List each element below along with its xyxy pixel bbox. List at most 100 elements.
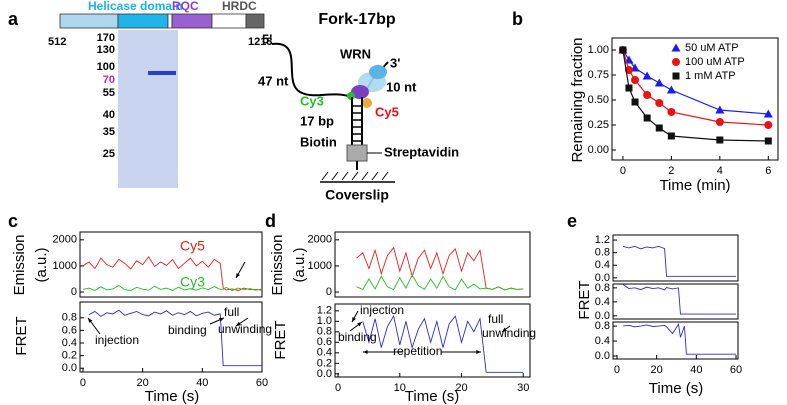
- y-axis-label: Emission: [269, 235, 286, 296]
- marker: [643, 91, 652, 99]
- plot-frame: [334, 303, 531, 378]
- marker: [715, 118, 724, 126]
- annotation: binding: [338, 330, 377, 344]
- y-axis-unit: (a.u.): [291, 247, 308, 282]
- x-tick-label: 20: [137, 377, 149, 389]
- panel-letter: b: [512, 9, 523, 29]
- marker: [654, 78, 664, 87]
- y-tick-label: 1.2: [595, 234, 610, 246]
- y-tick-label: 0.2: [317, 357, 332, 369]
- marker: [667, 132, 675, 140]
- y-tick-label: 1.0: [317, 315, 332, 327]
- annotation: repetition: [393, 344, 442, 358]
- diagram-label: 10 nt: [386, 79, 417, 94]
- y-tick-label: 0.4: [62, 337, 77, 349]
- diagram-title: Fork-17bp: [318, 11, 396, 28]
- y-tick-label: 0.8: [317, 326, 332, 338]
- annotation: unwinding: [218, 322, 272, 336]
- diagram-label: Biotin: [300, 134, 337, 149]
- panel-letter: a: [8, 9, 19, 29]
- x-tick-label: 0: [620, 165, 626, 177]
- gel-band: [148, 71, 176, 75]
- marker: [763, 109, 773, 118]
- fork-diagram: [271, 42, 395, 183]
- trace: [356, 246, 524, 291]
- x-tick-label: 60: [256, 377, 268, 389]
- diagram-label: Cy3: [300, 93, 324, 108]
- y-tick-label: 0.0: [595, 310, 610, 322]
- y-tick-label: 1000: [308, 260, 332, 272]
- y-axis-label: FRET: [272, 320, 289, 359]
- marker: [764, 137, 772, 145]
- domain-label: HRDC: [222, 0, 257, 13]
- plot-frame: [611, 37, 779, 161]
- arrow-head: [357, 322, 362, 327]
- trace: [622, 245, 737, 277]
- y-tick-label: 0.2: [62, 350, 77, 362]
- x-tick-label: 20: [651, 364, 663, 376]
- diagram-label: Coverslip: [325, 187, 389, 203]
- y-tick-label: 0.4: [317, 347, 332, 359]
- diagram-label: 17 bp: [300, 113, 334, 128]
- arrow-head: [352, 317, 356, 322]
- diagram-label: 5': [262, 31, 272, 46]
- annotation: injection: [95, 333, 139, 347]
- arrow-head: [219, 318, 224, 322]
- y-tick-label: 0.00: [588, 144, 609, 156]
- legend-marker: [672, 58, 680, 66]
- plot-frame: [612, 321, 739, 360]
- x-tick-label: 4: [717, 165, 723, 177]
- y-tick-label: 0.0: [317, 368, 332, 380]
- plot-frame: [79, 231, 263, 298]
- y-tick-label: 0: [326, 286, 332, 298]
- x-tick-label: 30: [517, 382, 529, 394]
- plot-frame: [612, 234, 739, 282]
- marker: [655, 99, 664, 107]
- annotation: unwinding: [482, 326, 536, 340]
- trace: [622, 322, 737, 355]
- y-axis-label: Emission: [11, 235, 28, 296]
- x-axis-label: Time (s): [649, 380, 703, 397]
- y-tick-label: 0.8: [595, 282, 610, 294]
- marker: [666, 85, 676, 94]
- y-axis-unit: (a.u.): [33, 247, 50, 282]
- plot-frame: [79, 301, 263, 373]
- diagram-label: 47 nt: [258, 73, 289, 88]
- diagram-label: 3': [390, 55, 400, 70]
- y-tick-label: 0.6: [317, 336, 332, 348]
- legend-marker: [672, 72, 680, 80]
- y-tick-label: 0.0: [62, 362, 77, 374]
- domain-bar: [59, 13, 265, 29]
- trace: [356, 274, 524, 291]
- x-tick-label: 6: [765, 165, 771, 177]
- marker: [716, 136, 724, 144]
- legend-label: 100 uM ATP: [685, 56, 745, 68]
- arrow-head: [502, 327, 507, 332]
- arrow-head: [236, 273, 240, 278]
- y-tick-label: 0.50: [588, 94, 609, 106]
- ladder-label: 25: [103, 148, 115, 160]
- series-label: Cy3: [180, 274, 205, 290]
- y-axis-label: FRET: [576, 280, 593, 319]
- annotation: full: [488, 312, 503, 326]
- y-axis-label: Remaining fraction: [569, 37, 586, 162]
- annotation: full: [224, 305, 239, 319]
- x-axis-label: Time (s): [405, 388, 459, 405]
- marker: [643, 114, 651, 122]
- gel: [118, 30, 178, 188]
- residue: 512: [48, 36, 66, 48]
- marker: [764, 121, 773, 129]
- x-tick-label: 0: [335, 382, 341, 394]
- y-tick-label: 0.25: [588, 119, 609, 131]
- diagram-label: WRN: [340, 46, 371, 61]
- ladder-label: 35: [103, 126, 115, 138]
- marker: [631, 76, 640, 84]
- y-tick-label: 1000: [53, 260, 77, 272]
- y-tick-label: 0.0: [595, 272, 610, 284]
- trace: [82, 256, 263, 291]
- ladder-label: 70: [103, 74, 115, 86]
- y-tick-label: 0.75: [588, 69, 609, 81]
- y-tick-label: 0.4: [595, 259, 610, 271]
